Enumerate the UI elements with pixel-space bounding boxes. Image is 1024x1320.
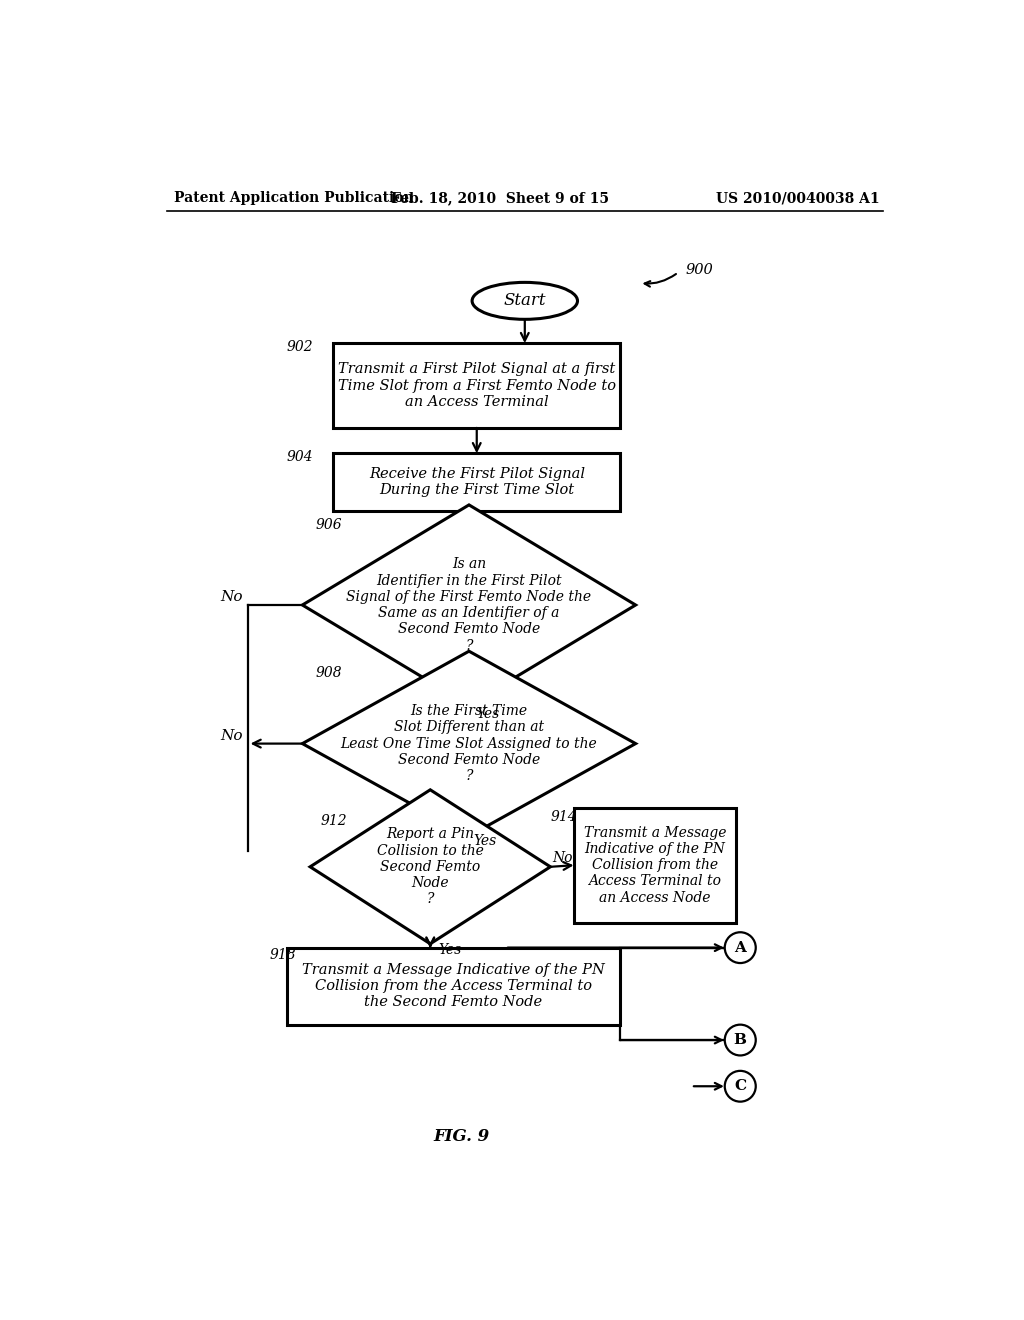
Text: US 2010/0040038 A1: US 2010/0040038 A1	[716, 191, 880, 206]
Text: Feb. 18, 2010  Sheet 9 of 15: Feb. 18, 2010 Sheet 9 of 15	[391, 191, 609, 206]
Text: No: No	[220, 729, 243, 743]
Text: 900: 900	[686, 263, 714, 277]
Circle shape	[725, 932, 756, 964]
Text: Patent Application Publication: Patent Application Publication	[174, 191, 414, 206]
Text: No: No	[220, 590, 243, 605]
Text: 912: 912	[321, 813, 347, 828]
Text: Yes: Yes	[473, 834, 496, 849]
Text: Transmit a Message Indicative of the PN
Collision from the Access Terminal to
th: Transmit a Message Indicative of the PN …	[302, 964, 605, 1010]
Text: 906: 906	[315, 517, 342, 532]
Bar	[287, 948, 621, 1024]
Text: B: B	[734, 1034, 746, 1047]
Text: Yes: Yes	[477, 708, 500, 721]
Circle shape	[725, 1071, 756, 1102]
Polygon shape	[310, 789, 550, 944]
Polygon shape	[302, 506, 636, 705]
Text: Is an
Identifier in the First Pilot
Signal of the First Femto Node the
Same as a: Is an Identifier in the First Pilot Sign…	[346, 557, 592, 652]
Text: Transmit a Message
Indicative of the PN
Collision from the
Access Terminal to
an: Transmit a Message Indicative of the PN …	[584, 826, 726, 904]
Text: 908: 908	[315, 665, 342, 680]
Text: Report a Pin
Collision to the
Second Femto
Node
?: Report a Pin Collision to the Second Fem…	[377, 828, 483, 907]
Bar	[573, 808, 736, 923]
Text: Transmit a First Pilot Signal at a first
Time Slot from a First Femto Node to
an: Transmit a First Pilot Signal at a first…	[338, 363, 615, 409]
Text: 914: 914	[550, 809, 577, 824]
Text: 918: 918	[269, 948, 296, 962]
Text: Is the First Time
Slot Different than at
Least One Time Slot Assigned to the
Sec: Is the First Time Slot Different than at…	[341, 704, 597, 783]
Text: Yes: Yes	[438, 942, 461, 957]
Text: 902: 902	[287, 341, 313, 354]
Circle shape	[725, 1024, 756, 1056]
Text: Receive the First Pilot Signal
During the First Time Slot: Receive the First Pilot Signal During th…	[369, 467, 585, 496]
Bar	[334, 453, 621, 511]
Text: FIG. 9: FIG. 9	[433, 1127, 489, 1144]
Ellipse shape	[472, 282, 578, 319]
Text: No: No	[553, 850, 573, 865]
Bar	[334, 343, 621, 428]
Text: A: A	[734, 941, 746, 954]
Text: Start: Start	[504, 292, 546, 309]
Text: 904: 904	[287, 450, 313, 465]
Polygon shape	[302, 651, 636, 836]
Text: C: C	[734, 1080, 746, 1093]
